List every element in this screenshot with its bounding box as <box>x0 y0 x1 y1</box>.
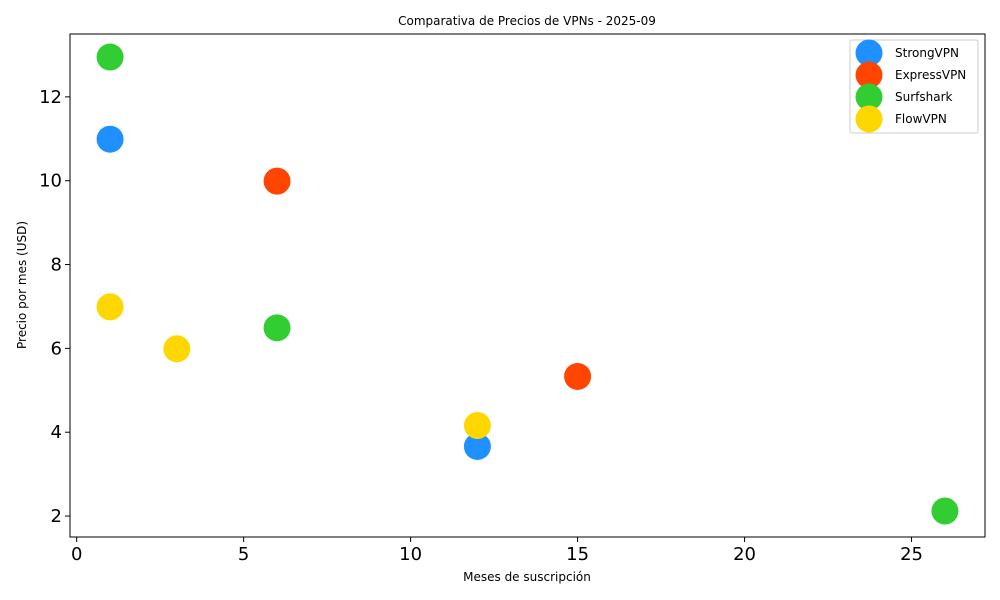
legend-label-surfshark: Surfshark <box>895 90 953 104</box>
x-tick-label: 10 <box>399 544 422 565</box>
legend-label-expressvpn: ExpressVPN <box>895 68 966 82</box>
y-tick-label: 12 <box>39 87 62 108</box>
chart-title: Comparativa de Precios de VPNs - 2025-09 <box>398 14 656 28</box>
legend: StrongVPN ExpressVPN Surfshark FlowVPN <box>849 39 979 134</box>
y-axis: 2 4 6 8 10 12 <box>39 87 70 527</box>
y-tick-label: 8 <box>51 255 62 276</box>
x-tick-label: 25 <box>900 544 923 565</box>
point-surfshark <box>96 43 124 71</box>
plot-area <box>69 33 986 538</box>
point-strongvpn <box>96 125 124 153</box>
point-expressvpn <box>263 167 291 195</box>
legend-label-flowvpn: FlowVPN <box>895 112 947 126</box>
y-tick-label: 6 <box>51 338 62 359</box>
x-tick-label: 0 <box>71 544 82 565</box>
y-tick-label: 4 <box>51 422 62 443</box>
legend-marker-flowvpn <box>855 105 883 133</box>
point-expressvpn <box>564 362 592 390</box>
x-axis-label: Meses de suscripción <box>463 570 591 584</box>
point-flowvpn <box>163 335 191 363</box>
legend-box <box>849 39 979 134</box>
x-axis: 0 5 10 15 20 25 <box>71 537 923 565</box>
data-points <box>96 43 959 525</box>
x-tick-label: 20 <box>733 544 756 565</box>
legend-marker-expressvpn <box>855 61 883 89</box>
legend-label-strongvpn: StrongVPN <box>895 46 959 60</box>
x-tick-label: 15 <box>566 544 589 565</box>
x-tick-label: 5 <box>238 544 249 565</box>
point-surfshark <box>931 497 959 525</box>
y-axis-label: Precio por mes (USD) <box>15 221 29 349</box>
y-tick-label: 2 <box>51 506 62 527</box>
y-tick-label: 10 <box>39 171 62 192</box>
point-flowvpn <box>96 293 124 321</box>
legend-marker-surfshark <box>855 83 883 111</box>
point-surfshark <box>263 314 291 342</box>
point-flowvpn <box>463 412 491 440</box>
point-strongvpn <box>463 432 491 460</box>
legend-marker-strongvpn <box>855 39 883 67</box>
